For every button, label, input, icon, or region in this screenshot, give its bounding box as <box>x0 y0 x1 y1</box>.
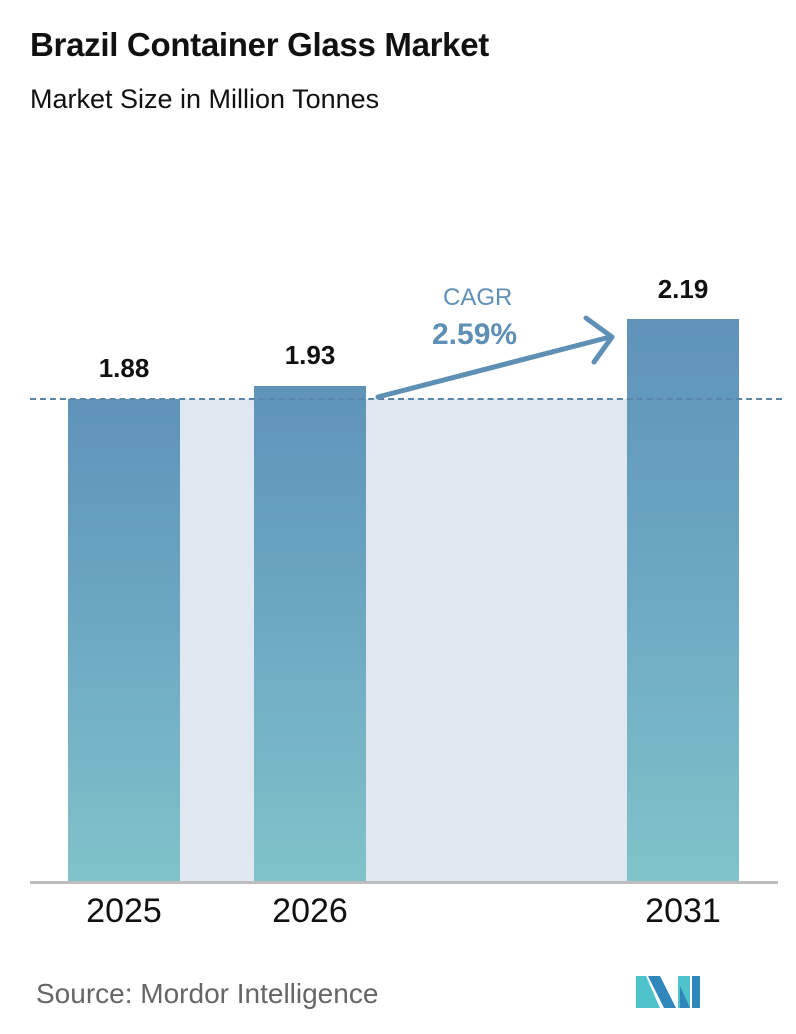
bar-2031 <box>627 319 739 882</box>
source-text: Source: Mordor Intelligence <box>36 978 379 1009</box>
x-tick-2031: 2031 <box>645 892 721 930</box>
page-title: Brazil Container Glass Market <box>30 26 489 63</box>
bar-2025 <box>68 399 180 882</box>
chart-band <box>180 399 254 882</box>
x-tick-2025: 2025 <box>86 892 162 930</box>
page-subtitle: Market Size in Million Tonnes <box>30 84 380 114</box>
cagr-value: 2.59% <box>432 318 518 351</box>
mordor-intelligence-logo-icon <box>636 976 700 1008</box>
value-label-2031: 2.19 <box>657 274 709 304</box>
cagr-label: CAGR <box>443 284 513 311</box>
chart-band <box>366 399 627 882</box>
x-axis-line <box>30 881 778 884</box>
bar-2026 <box>254 386 366 882</box>
value-label-2025: 1.88 <box>98 353 150 383</box>
value-label-2026: 1.93 <box>284 340 336 370</box>
x-tick-2026: 2026 <box>272 892 348 930</box>
reference-dashed-line <box>30 398 782 400</box>
